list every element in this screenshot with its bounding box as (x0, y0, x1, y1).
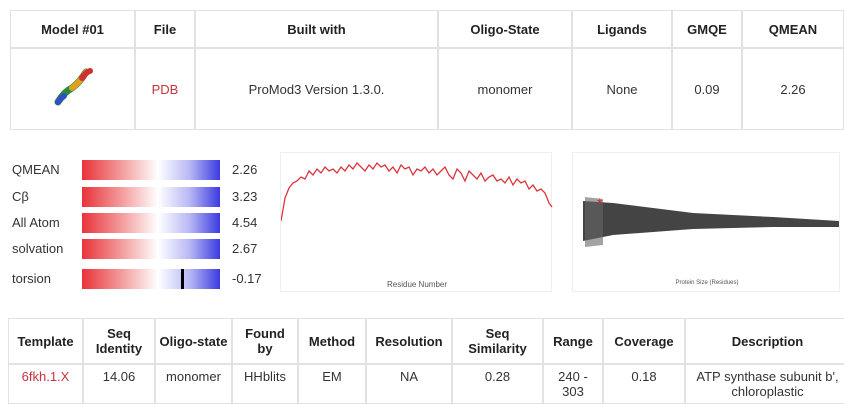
quality-gradient (82, 213, 220, 233)
header-cell: Model #01 (10, 10, 135, 48)
header-cell: Range (543, 318, 603, 364)
data-cell: 6fkh.1.X (8, 364, 83, 404)
model-icon (54, 68, 93, 106)
quality-value: 2.26 (232, 162, 258, 177)
quality-gradient (82, 269, 220, 289)
header-cell: Built with (195, 10, 438, 48)
icon-cell (10, 48, 135, 130)
header-cell: Coverage (603, 318, 685, 364)
header-cell: Template (8, 318, 83, 364)
comparison-scatter: * (583, 195, 839, 247)
data-cell: HHblits (232, 364, 298, 404)
quality-label: QMEAN (12, 162, 60, 177)
quality-label: solvation (12, 241, 64, 256)
data-cell: EM (298, 364, 366, 404)
header-cell: QMEAN (742, 10, 844, 48)
quality-gradient (82, 239, 220, 259)
quality-label: Cβ (12, 189, 29, 204)
quality-value: 2.67 (232, 241, 258, 256)
header-cell: Found by (232, 318, 298, 364)
quality-label: torsion (12, 271, 52, 286)
header-cell: Description (685, 318, 844, 364)
data-cell: PDB (135, 48, 195, 130)
torsion-marker (181, 269, 184, 289)
model-star: * (597, 195, 603, 211)
quality-gradient (82, 187, 220, 207)
header-cell: Method (298, 318, 366, 364)
data-cell: 0.18 (603, 364, 685, 404)
data-cell: 14.06 (83, 364, 155, 404)
data-cell: NA (366, 364, 452, 404)
data-cell: monomer (438, 48, 572, 130)
quality-value: -0.17 (232, 271, 262, 286)
header-cell: GMQE (672, 10, 742, 48)
local-quality-line (281, 161, 553, 222)
x-axis-label: Residue Number (386, 280, 448, 289)
quality-label: All Atom (12, 215, 60, 230)
data-cell: ATP synthase subunit b', chloroplastic (685, 364, 844, 404)
header-cell: File (135, 10, 195, 48)
data-cell: ProMod3 Version 1.3.0. (195, 48, 438, 130)
x-axis-label: Protein Size (Residues) (675, 280, 739, 286)
quality-value: 4.54 (232, 215, 258, 230)
local-quality-plot: Residue Number (280, 152, 553, 292)
header-cell: Resolution (366, 318, 452, 364)
header-cell: Ligands (572, 10, 672, 48)
data-cell: 2.26 (742, 48, 844, 130)
data-cell: monomer (155, 364, 232, 404)
header-cell: Oligo-state (155, 318, 232, 364)
data-cell: None (572, 48, 672, 130)
quality-value: 3.23 (232, 189, 258, 204)
quality-gradient (82, 160, 220, 180)
header-cell: Seq Identity (83, 318, 155, 364)
data-cell: 0.28 (452, 364, 543, 404)
comparison-plot: * Protein Size (Residues) (572, 152, 840, 292)
header-cell: Seq Similarity (452, 318, 543, 364)
data-cell: 240 - 303 (543, 364, 603, 404)
header-cell: Oligo-State (438, 10, 572, 48)
data-cell: 0.09 (672, 48, 742, 130)
